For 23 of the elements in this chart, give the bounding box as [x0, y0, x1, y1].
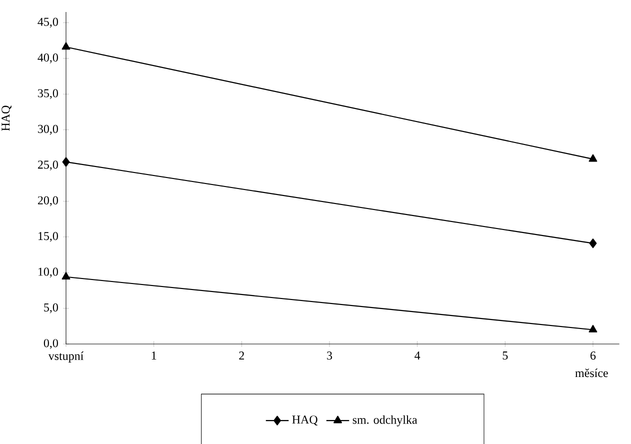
y-tick-label: 30,0: [38, 124, 58, 135]
y-tick-label: 20,0: [38, 196, 58, 206]
legend-label: HAQ: [292, 416, 318, 426]
y-tick-label: 25,0: [38, 160, 58, 170]
x-tick-label: 2: [239, 352, 244, 360]
x-tick-label: vstupní: [48, 352, 84, 362]
y-tick-label: 35,0: [38, 89, 58, 100]
x-tick-label: 5: [502, 352, 508, 360]
y-tick-label: 45,0: [38, 18, 58, 28]
y-tick-label: 0,0: [44, 339, 58, 349]
x-tick-label: 6: [590, 352, 596, 360]
y-tick-label: 10,0: [38, 268, 58, 278]
y-axis-title: HAQ: [2, 105, 12, 131]
x-tick-label: 4: [414, 352, 420, 360]
y-tick-label: 40,0: [38, 53, 58, 64]
y-tick-label: 5,0: [44, 303, 58, 314]
point: [589, 238, 597, 248]
y-tick-label: 15,0: [38, 232, 58, 242]
x-tick-label: 1: [152, 352, 156, 360]
point: [62, 157, 70, 167]
x-axis-title: měsíce: [575, 368, 608, 378]
legend-label: sm. odchylka: [352, 415, 418, 426]
x-tick-label: 3: [327, 352, 332, 360]
